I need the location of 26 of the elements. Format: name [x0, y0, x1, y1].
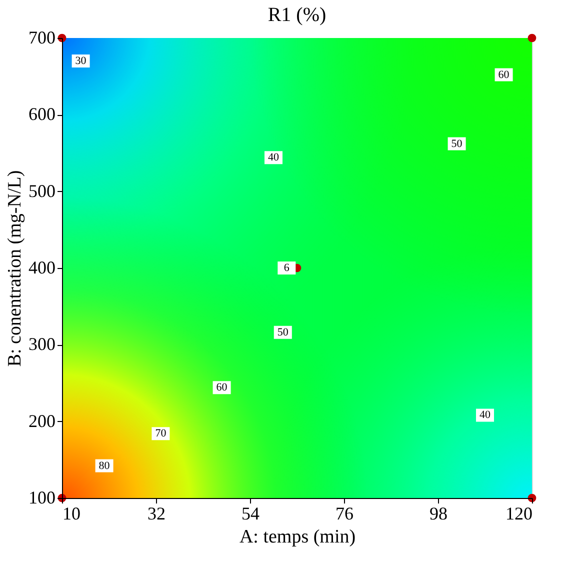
annotation: 30: [75, 55, 87, 67]
y-tick-label: 500: [28, 180, 56, 201]
y-tick-label: 200: [28, 410, 56, 431]
y-tick-label: 700: [28, 28, 56, 48]
annotation: 70: [155, 428, 167, 440]
annotation: 40: [268, 152, 280, 164]
x-tick-label: 10: [62, 504, 80, 524]
x-axis-title: A: temps (min): [239, 526, 356, 548]
annotation: 60: [216, 382, 228, 394]
x-tick-label: 76: [336, 504, 354, 524]
x-tick-label: 54: [242, 504, 260, 524]
annotation: 40: [480, 409, 491, 422]
y-axis-title: B: conentration (mg-N/L): [4, 170, 26, 367]
annotation: 50: [277, 326, 289, 338]
annotation: 6: [284, 262, 290, 274]
y-tick-label: 600: [28, 104, 56, 124]
annotation: 60: [498, 68, 510, 81]
annotation: 80: [98, 460, 110, 472]
y-tick-label: 100: [28, 488, 56, 508]
chart-title: R1 (%): [268, 4, 326, 26]
x-tick-label: 32: [148, 504, 166, 524]
y-tick-label: 400: [28, 258, 56, 278]
annotation: 50: [451, 138, 463, 150]
x-tick-label: 98: [430, 504, 448, 524]
x-tick-label: 120: [506, 504, 532, 524]
y-tick-label: 300: [28, 334, 56, 354]
